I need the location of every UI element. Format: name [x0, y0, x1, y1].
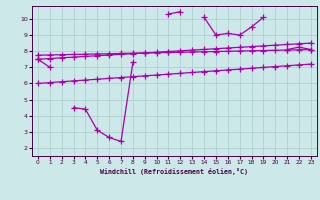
X-axis label: Windchill (Refroidissement éolien,°C): Windchill (Refroidissement éolien,°C)	[100, 168, 248, 175]
